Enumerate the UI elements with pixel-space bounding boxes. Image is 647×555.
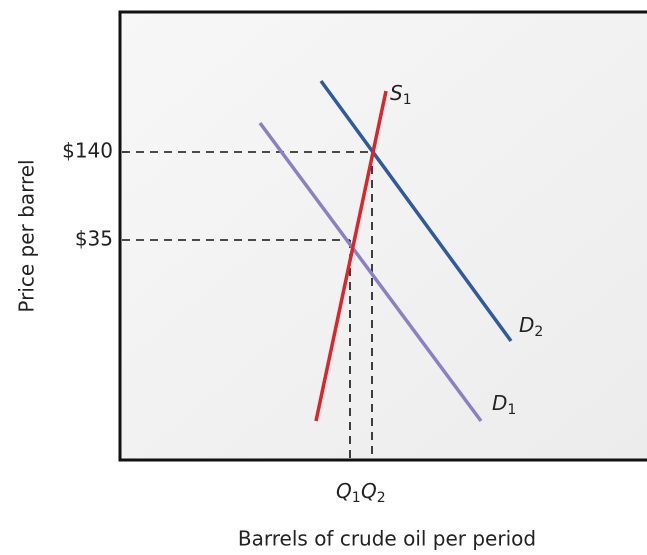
letter: Q bbox=[336, 479, 352, 503]
y-axis-label: Price per barrel bbox=[15, 159, 39, 312]
price-label: $35 bbox=[75, 227, 113, 251]
letter: D bbox=[519, 313, 534, 337]
demand-curve bbox=[258, 121, 483, 423]
x-axis-label: Barrels of crude oil per period bbox=[238, 527, 536, 551]
curve-label: S1 bbox=[390, 81, 412, 109]
demand-curve bbox=[319, 79, 513, 343]
letter: D bbox=[492, 391, 507, 415]
letter: Q bbox=[361, 479, 377, 503]
subscript: 1 bbox=[507, 402, 516, 418]
subscript: 2 bbox=[534, 324, 543, 340]
quantity-label: Q2 bbox=[361, 479, 386, 507]
curve-label: D2 bbox=[519, 313, 543, 341]
quantity-label: Q1 bbox=[336, 479, 361, 507]
curve-label: D1 bbox=[492, 391, 516, 419]
price-label: $140 bbox=[62, 139, 113, 163]
supply-curve bbox=[314, 90, 388, 422]
subscript: 1 bbox=[352, 490, 361, 506]
subscript: 2 bbox=[377, 490, 386, 506]
subscript: 1 bbox=[403, 92, 412, 108]
letter: S bbox=[390, 81, 403, 105]
plot-area bbox=[118, 10, 647, 462]
